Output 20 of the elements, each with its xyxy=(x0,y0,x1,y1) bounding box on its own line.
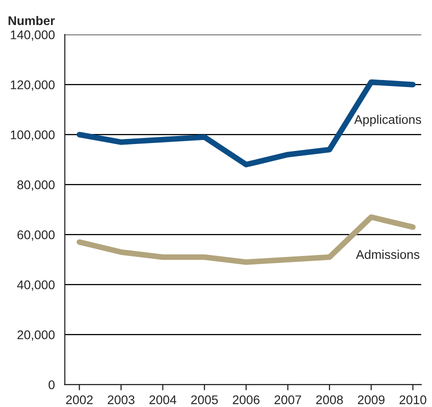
x-tick-label: 2005 xyxy=(191,395,218,404)
x-tick-label: 2006 xyxy=(232,395,260,404)
y-tick-label: 40,000 xyxy=(17,280,55,291)
x-tick-label: 2003 xyxy=(108,395,134,404)
y-tick-label: 80,000 xyxy=(17,180,55,191)
x-tick-label: 2002 xyxy=(66,395,93,404)
y-axis-title: Number xyxy=(8,16,55,26)
y-tick-label: 20,000 xyxy=(17,330,55,341)
x-tick-label: 2009 xyxy=(358,395,384,404)
x-tick-label: 2008 xyxy=(316,395,343,404)
series-label: Admissions xyxy=(356,250,420,259)
x-tick-label: 2004 xyxy=(149,395,176,404)
y-tick-label: 120,000 xyxy=(10,80,55,91)
x-tick-label: 2007 xyxy=(274,395,302,404)
y-tick-label: 140,000 xyxy=(10,30,55,41)
x-tick-label: 2010 xyxy=(400,395,426,404)
y-tick-label: 0 xyxy=(48,380,55,390)
series-label: Applications xyxy=(354,114,422,126)
y-tick-label: 100,000 xyxy=(10,130,55,141)
y-tick-label: 60,000 xyxy=(17,230,55,241)
